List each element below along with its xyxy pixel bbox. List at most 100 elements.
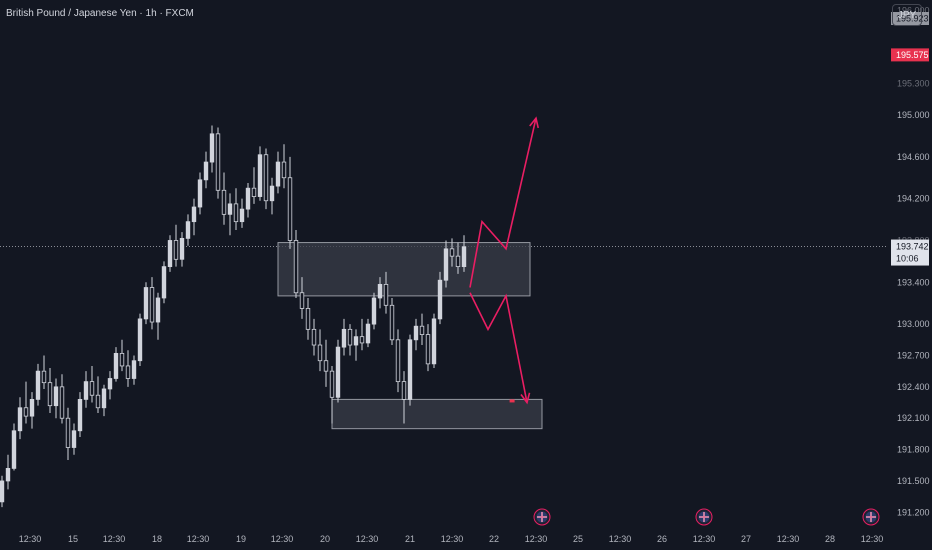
candle-body	[131, 360, 137, 379]
marker-red[interactable]: 195.575	[891, 48, 929, 62]
events-layer	[533, 508, 880, 526]
projections-layer	[469, 116, 540, 405]
candle	[251, 167, 257, 204]
candle	[107, 371, 113, 400]
candle	[209, 125, 215, 173]
candle	[239, 198, 245, 228]
y-tick-label: 193.000	[897, 319, 930, 329]
x-tick-label: 12:30	[103, 534, 126, 544]
candle-body	[197, 179, 203, 208]
x-tick-label: 12:30	[693, 534, 716, 544]
candle-body	[311, 328, 317, 346]
candle	[329, 365, 335, 424]
bearish-projection[interactable]	[469, 292, 531, 405]
price-axis[interactable]: 195.000 194.600 194.200 193.400 193.000 192.7…	[891, 5, 930, 517]
x-tick-label: 22	[489, 534, 499, 544]
candle-body	[413, 325, 419, 341]
candle-body	[281, 161, 287, 179]
candle	[299, 277, 305, 319]
candle	[83, 371, 89, 408]
candle-body	[347, 328, 353, 346]
candle-body	[419, 325, 425, 335]
time-axis[interactable]: 12:30 15 12:30 18 12:30 19 12:30 20 12:30 21 12:30…	[19, 534, 884, 544]
uk-flag-icon[interactable]	[533, 508, 551, 526]
candle	[413, 318, 419, 351]
candle	[323, 339, 329, 387]
x-tick-label: 12:30	[525, 534, 548, 544]
candle-body	[407, 339, 413, 400]
resistance-zone[interactable]	[277, 242, 531, 297]
candle	[167, 235, 173, 272]
candle	[59, 374, 65, 424]
x-tick-label: 25	[573, 534, 583, 544]
candle	[293, 230, 299, 298]
candles-layer	[0, 125, 467, 508]
countdown-label: 10:06	[896, 254, 919, 264]
x-tick-label: 12:30	[19, 534, 42, 544]
y-tick-label: 195.300	[897, 79, 930, 89]
y-tick-label: 196.000	[897, 5, 930, 15]
candle	[401, 371, 407, 424]
candle	[53, 378, 59, 419]
candle	[95, 376, 101, 413]
candle-body	[329, 370, 335, 398]
candle	[245, 182, 251, 218]
bullish-projection-line	[469, 117, 537, 288]
candle	[197, 172, 203, 215]
x-tick-label: 18	[152, 534, 162, 544]
x-tick-label: 12:30	[441, 534, 464, 544]
candle-body	[101, 388, 107, 409]
x-tick-label: 12:30	[777, 534, 800, 544]
candle	[257, 146, 263, 201]
candle-body	[461, 246, 467, 268]
candle	[149, 277, 155, 330]
candle	[353, 329, 359, 361]
candle	[437, 271, 443, 325]
x-tick-label: 20	[320, 534, 330, 544]
candle-body	[77, 398, 83, 432]
last-price-bg	[891, 239, 929, 266]
bullish-projection[interactable]	[469, 116, 540, 288]
y-tick-label: 194.600	[897, 152, 930, 162]
candle	[35, 363, 41, 406]
candle-body	[95, 394, 101, 409]
candle	[425, 324, 431, 372]
candle-body	[245, 187, 251, 210]
candle	[419, 313, 425, 346]
candle	[221, 172, 227, 225]
chart-title: British Pound / Japanese Yen · 1h · FXCM	[6, 8, 194, 19]
candle	[359, 318, 365, 351]
candle-body	[341, 328, 347, 348]
candle-body	[53, 386, 59, 407]
candle	[281, 144, 287, 189]
y-tick-label: 195.000	[897, 110, 930, 120]
candle-body	[383, 283, 389, 306]
candle-body	[323, 360, 329, 372]
arrowhead	[529, 116, 540, 129]
candle	[407, 334, 413, 406]
uk-flag-icon[interactable]	[695, 508, 713, 526]
uk-flag-icon[interactable]	[862, 508, 880, 526]
candle	[203, 151, 209, 189]
candle-body	[233, 203, 239, 223]
y-tick-label: 191.800	[897, 445, 930, 455]
candle-body	[227, 203, 233, 215]
support-zone[interactable]	[331, 398, 543, 430]
candle	[365, 318, 371, 348]
x-tick-label: 12:30	[861, 534, 884, 544]
candle	[371, 292, 377, 330]
candle	[305, 297, 311, 340]
candle	[395, 329, 401, 393]
currency-button[interactable]: JPY	[892, 4, 922, 26]
x-tick-label: 12:30	[187, 534, 210, 544]
candle-body	[215, 133, 221, 191]
candle-body	[209, 133, 215, 163]
candle-body	[275, 161, 281, 187]
last-price-tag[interactable]: 193.742 10:06	[891, 239, 929, 266]
marker-grey[interactable]: 195.923	[891, 12, 929, 26]
candle-body	[203, 161, 209, 181]
candle-body	[431, 318, 437, 365]
x-tick-label: 12:30	[271, 534, 294, 544]
candle-body	[11, 430, 17, 469]
